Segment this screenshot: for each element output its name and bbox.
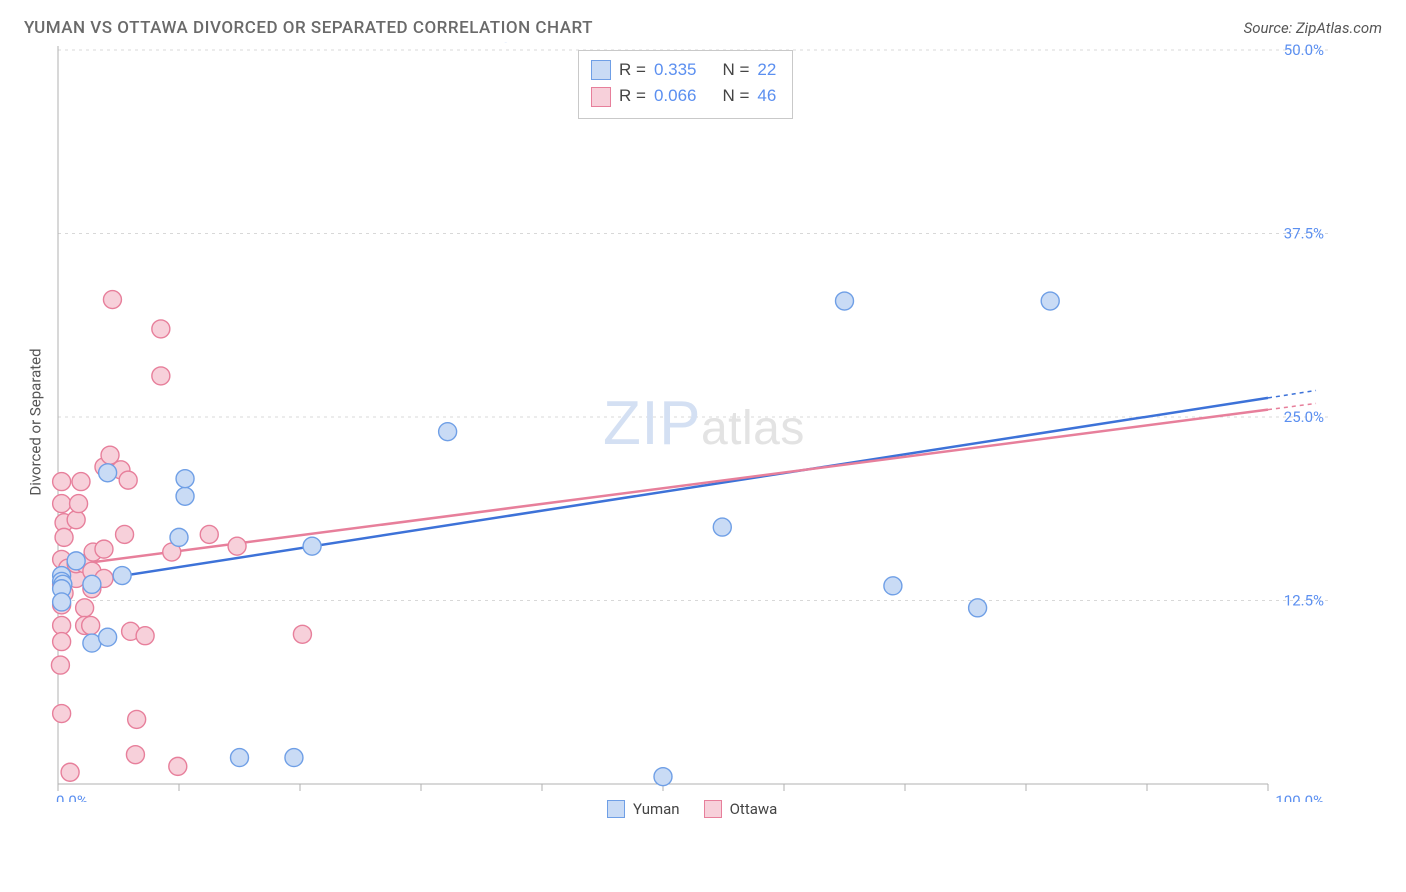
data-point	[303, 537, 321, 555]
data-point	[70, 495, 88, 513]
r-label: R =	[619, 57, 646, 83]
n-value: 22	[757, 57, 776, 83]
data-point	[53, 593, 71, 611]
series-swatch	[591, 87, 611, 107]
data-point	[200, 525, 218, 543]
data-point	[152, 367, 170, 385]
x-axis-min-label: 0.0%	[56, 792, 88, 802]
y-axis-label: Divorced or Separated	[27, 348, 45, 495]
data-point	[95, 540, 113, 558]
chart-container: Divorced or Separated 12.5% 25.0% 37.5% 50.…	[24, 42, 1382, 802]
r-value: 0.066	[654, 83, 697, 109]
data-point	[116, 525, 134, 543]
data-point	[439, 423, 457, 441]
data-point	[119, 471, 137, 489]
data-point	[293, 625, 311, 643]
stat-legend-box: R = 0.335 N = 22 R = 0.066 N = 46	[578, 50, 793, 119]
legend-item: Yuman	[607, 800, 680, 818]
data-point	[176, 470, 194, 488]
data-point	[176, 487, 194, 505]
data-point	[169, 757, 187, 775]
legend-bottom: Yuman Ottawa	[607, 800, 1406, 818]
source-attribution: Source: ZipAtlas.com	[1244, 19, 1382, 37]
stat-row: R = 0.335 N = 22	[591, 57, 776, 83]
data-point	[61, 763, 79, 781]
legend-label: Ottawa	[730, 800, 778, 818]
data-point	[53, 705, 71, 723]
data-point	[67, 552, 85, 570]
n-value: 46	[757, 83, 776, 109]
data-point	[713, 518, 731, 536]
n-label: N =	[722, 83, 749, 109]
n-label: N =	[722, 57, 749, 83]
trend-line-ext	[1268, 390, 1316, 397]
data-point	[55, 528, 73, 546]
legend-swatch	[607, 800, 625, 818]
data-point	[113, 567, 131, 585]
data-point	[128, 710, 146, 728]
data-point	[126, 746, 144, 764]
r-value: 0.335	[654, 57, 697, 83]
data-point	[72, 473, 90, 491]
y-tick-label: 37.5%	[1284, 225, 1324, 243]
data-point	[1041, 292, 1059, 310]
data-point	[103, 291, 121, 309]
data-point	[228, 537, 246, 555]
chart-title: YUMAN VS OTTAWA DIVORCED OR SEPARATED CO…	[24, 18, 593, 38]
data-point	[836, 292, 854, 310]
scatter-plot: 12.5%25.0%37.5%50.0%0.0%100.0%	[48, 42, 1330, 802]
stat-row: R = 0.066 N = 46	[591, 83, 776, 109]
data-point	[170, 528, 188, 546]
r-label: R =	[619, 83, 646, 109]
data-point	[76, 599, 94, 617]
data-point	[82, 616, 100, 634]
data-point	[136, 627, 154, 645]
y-tick-label: 50.0%	[1284, 42, 1324, 59]
data-point	[67, 511, 85, 529]
data-point	[53, 633, 71, 651]
data-point	[654, 768, 672, 786]
data-point	[99, 464, 117, 482]
legend-item: Ottawa	[704, 800, 778, 818]
data-point	[83, 575, 101, 593]
data-point	[53, 616, 71, 634]
y-tick-label: 25.0%	[1284, 408, 1324, 426]
data-point	[53, 495, 71, 513]
data-point	[99, 628, 117, 646]
data-point	[231, 749, 249, 767]
data-point	[53, 473, 71, 491]
legend-label: Yuman	[633, 800, 680, 818]
y-tick-label: 12.5%	[1284, 592, 1324, 610]
data-point	[969, 599, 987, 617]
data-point	[884, 577, 902, 595]
data-point	[285, 749, 303, 767]
legend-swatch	[704, 800, 722, 818]
data-point	[152, 320, 170, 338]
trend-line	[58, 398, 1268, 586]
data-point	[51, 656, 69, 674]
series-swatch	[591, 60, 611, 80]
